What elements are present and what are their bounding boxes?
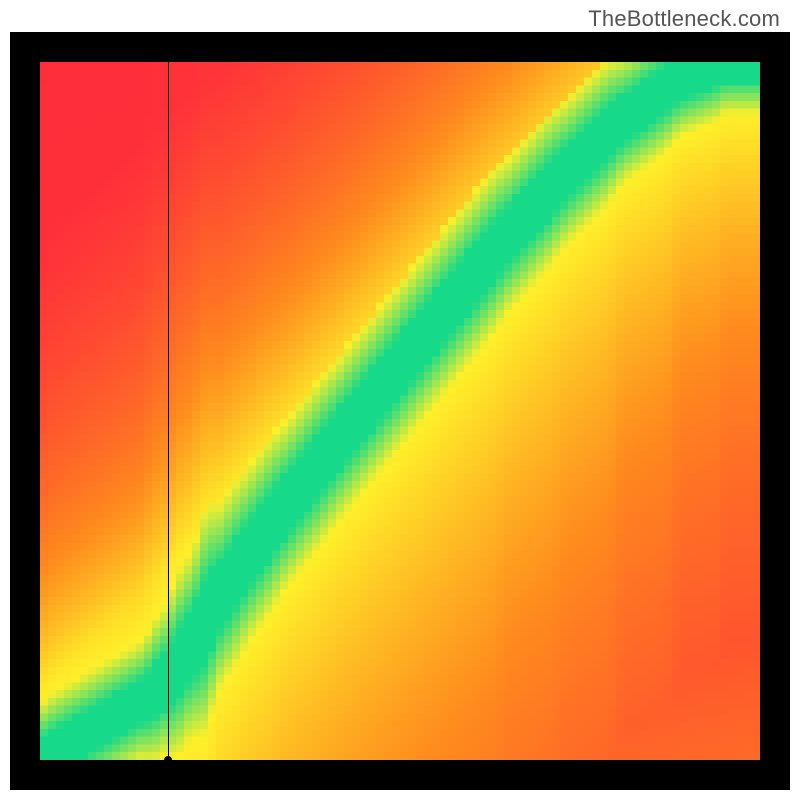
heatmap-plot [40, 62, 760, 760]
watermark-text: TheBottleneck.com [588, 6, 780, 32]
heatmap-canvas [40, 62, 760, 760]
crosshair-marker-dot [164, 756, 172, 764]
crosshair-vertical-line [168, 62, 169, 760]
chart-frame [10, 32, 790, 790]
chart-container: TheBottleneck.com [0, 0, 800, 800]
